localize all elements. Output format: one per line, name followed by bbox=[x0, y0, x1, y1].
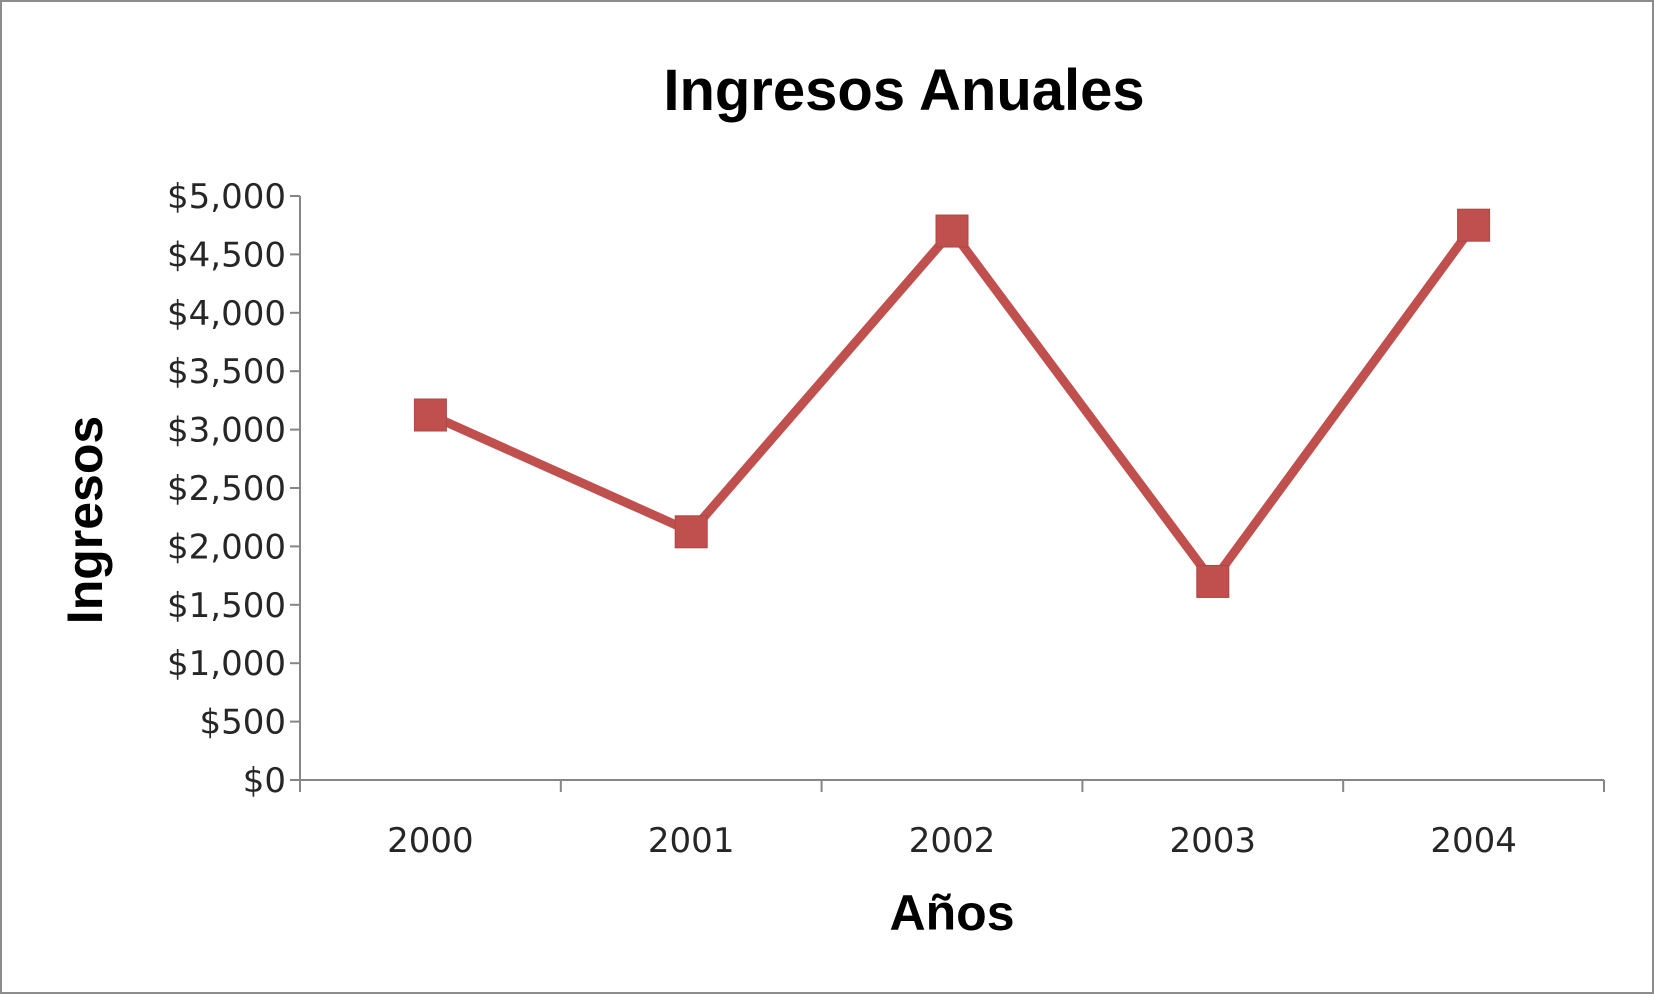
data-point-marker bbox=[674, 515, 708, 549]
y-tick-label: $0 bbox=[243, 761, 286, 801]
y-axis: $0 $500 $1,000 $1,500 $2,000 $2,500 $3,000 $3,5… bbox=[167, 177, 301, 801]
x-tick-label: 2003 bbox=[1170, 821, 1257, 861]
x-tick-label: 2000 bbox=[387, 821, 474, 861]
data-point-marker bbox=[413, 398, 447, 432]
x-axis-title: Años bbox=[890, 885, 1015, 941]
data-point-marker bbox=[1196, 564, 1230, 598]
y-tick-label: $3,000 bbox=[167, 411, 286, 451]
y-tick-label: $500 bbox=[199, 703, 286, 743]
y-tick-label: $5,000 bbox=[167, 177, 286, 217]
y-tick-label: $2,000 bbox=[167, 527, 286, 567]
series-group bbox=[413, 208, 1491, 598]
y-tick-label: $4,500 bbox=[167, 235, 286, 275]
y-tick-label: $1,500 bbox=[167, 586, 286, 626]
data-point-marker bbox=[1457, 208, 1491, 242]
x-tick-label: 2004 bbox=[1430, 821, 1517, 861]
x-tick-label: 2002 bbox=[909, 821, 996, 861]
series-line bbox=[425, 220, 1479, 586]
chart-title: Ingresos Anuales bbox=[663, 58, 1144, 123]
x-axis: 2000 2001 2002 2003 2004 bbox=[299, 779, 1605, 861]
data-point-marker bbox=[935, 214, 969, 248]
y-tick-label: $3,500 bbox=[167, 352, 286, 392]
y-tick-label: $1,000 bbox=[167, 644, 286, 684]
y-tick-label: $2,500 bbox=[167, 469, 286, 509]
y-tick-label: $4,000 bbox=[167, 294, 286, 334]
x-tick-label: 2001 bbox=[648, 821, 735, 861]
y-axis-title: Ingresos bbox=[57, 416, 113, 624]
